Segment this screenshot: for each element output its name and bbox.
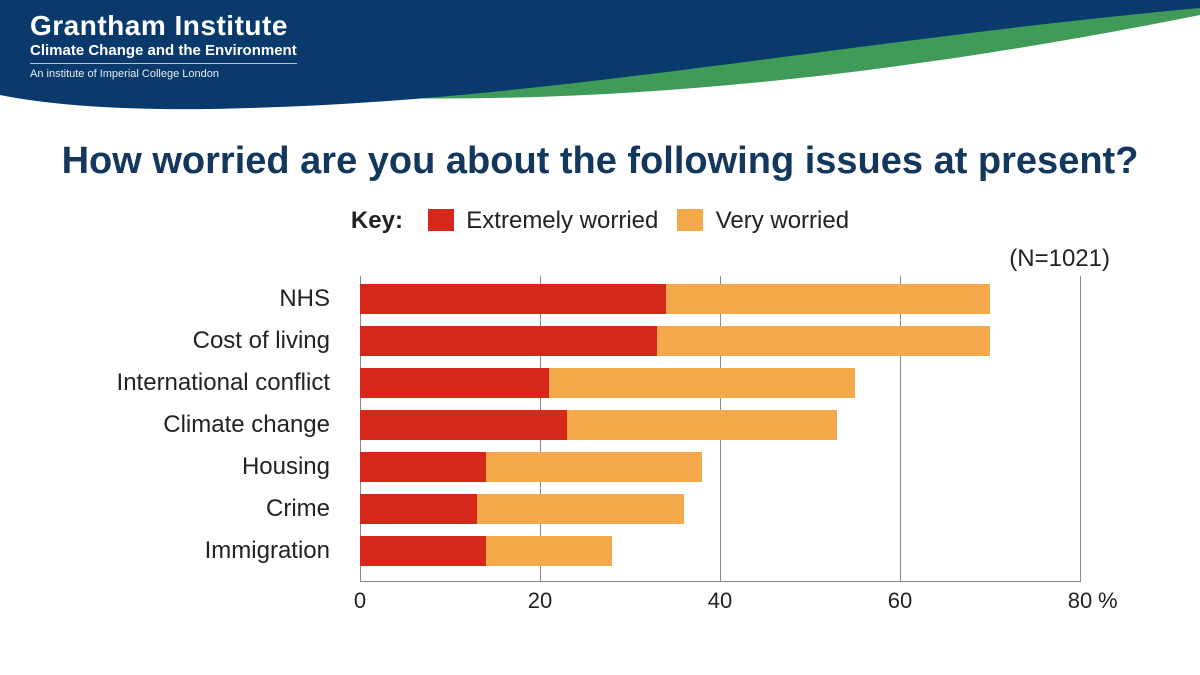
- chart-row: International conflict: [360, 366, 1080, 400]
- bar-segment-very: [567, 410, 837, 440]
- x-tick-label: 40: [708, 588, 732, 614]
- brand-affiliation: An institute of Imperial College London: [30, 68, 297, 80]
- bar-segment-very: [486, 452, 702, 482]
- sample-size: (N=1021): [1009, 245, 1110, 273]
- chart-row: Housing: [360, 450, 1080, 484]
- chart-row: Crime: [360, 492, 1080, 526]
- category-label: Cost of living: [30, 324, 330, 358]
- x-axis-line: [360, 581, 1080, 582]
- brand-subtitle: Climate Change and the Environment: [30, 42, 297, 64]
- bar-segment-extremely: [360, 284, 666, 314]
- bar-segment-extremely: [360, 368, 549, 398]
- category-label: Immigration: [30, 534, 330, 568]
- plot-area: 020406080%NHSCost of livingInternational…: [360, 280, 1080, 580]
- legend-key-label: Key:: [351, 207, 403, 234]
- chart-row: Cost of living: [360, 324, 1080, 358]
- legend-swatch-very: [677, 209, 703, 231]
- category-label: NHS: [30, 282, 330, 316]
- x-tick-label: 80: [1068, 588, 1092, 614]
- x-tick-label: 60: [888, 588, 912, 614]
- legend-label-extremely: Extremely worried: [466, 207, 658, 234]
- category-label: Crime: [30, 492, 330, 526]
- bar-segment-extremely: [360, 452, 486, 482]
- grid-line: [1080, 276, 1081, 582]
- legend-swatch-extremely: [428, 209, 454, 231]
- bar-segment-very: [666, 284, 990, 314]
- chart-title: How worried are you about the following …: [0, 140, 1200, 183]
- bar-segment-very: [477, 494, 684, 524]
- chart-row: NHS: [360, 282, 1080, 316]
- bar-segment-extremely: [360, 536, 486, 566]
- bar-segment-extremely: [360, 410, 567, 440]
- x-axis-unit: %: [1098, 588, 1118, 614]
- bar-segment-extremely: [360, 494, 477, 524]
- brand-block: Grantham Institute Climate Change and th…: [30, 10, 297, 80]
- category-label: Climate change: [30, 408, 330, 442]
- chart-container: 020406080%NHSCost of livingInternational…: [100, 280, 1100, 620]
- chart-row: Climate change: [360, 408, 1080, 442]
- bar-segment-very: [657, 326, 990, 356]
- bar-segment-very: [549, 368, 855, 398]
- chart-row: Immigration: [360, 534, 1080, 568]
- legend: Key: Extremely worried Very worried: [0, 207, 1200, 235]
- category-label: International conflict: [30, 366, 330, 400]
- bar-segment-extremely: [360, 326, 657, 356]
- category-label: Housing: [30, 450, 330, 484]
- bar-segment-very: [486, 536, 612, 566]
- x-tick-label: 0: [354, 588, 366, 614]
- brand-title: Grantham Institute: [30, 10, 297, 42]
- legend-label-very: Very worried: [716, 207, 849, 234]
- x-tick-label: 20: [528, 588, 552, 614]
